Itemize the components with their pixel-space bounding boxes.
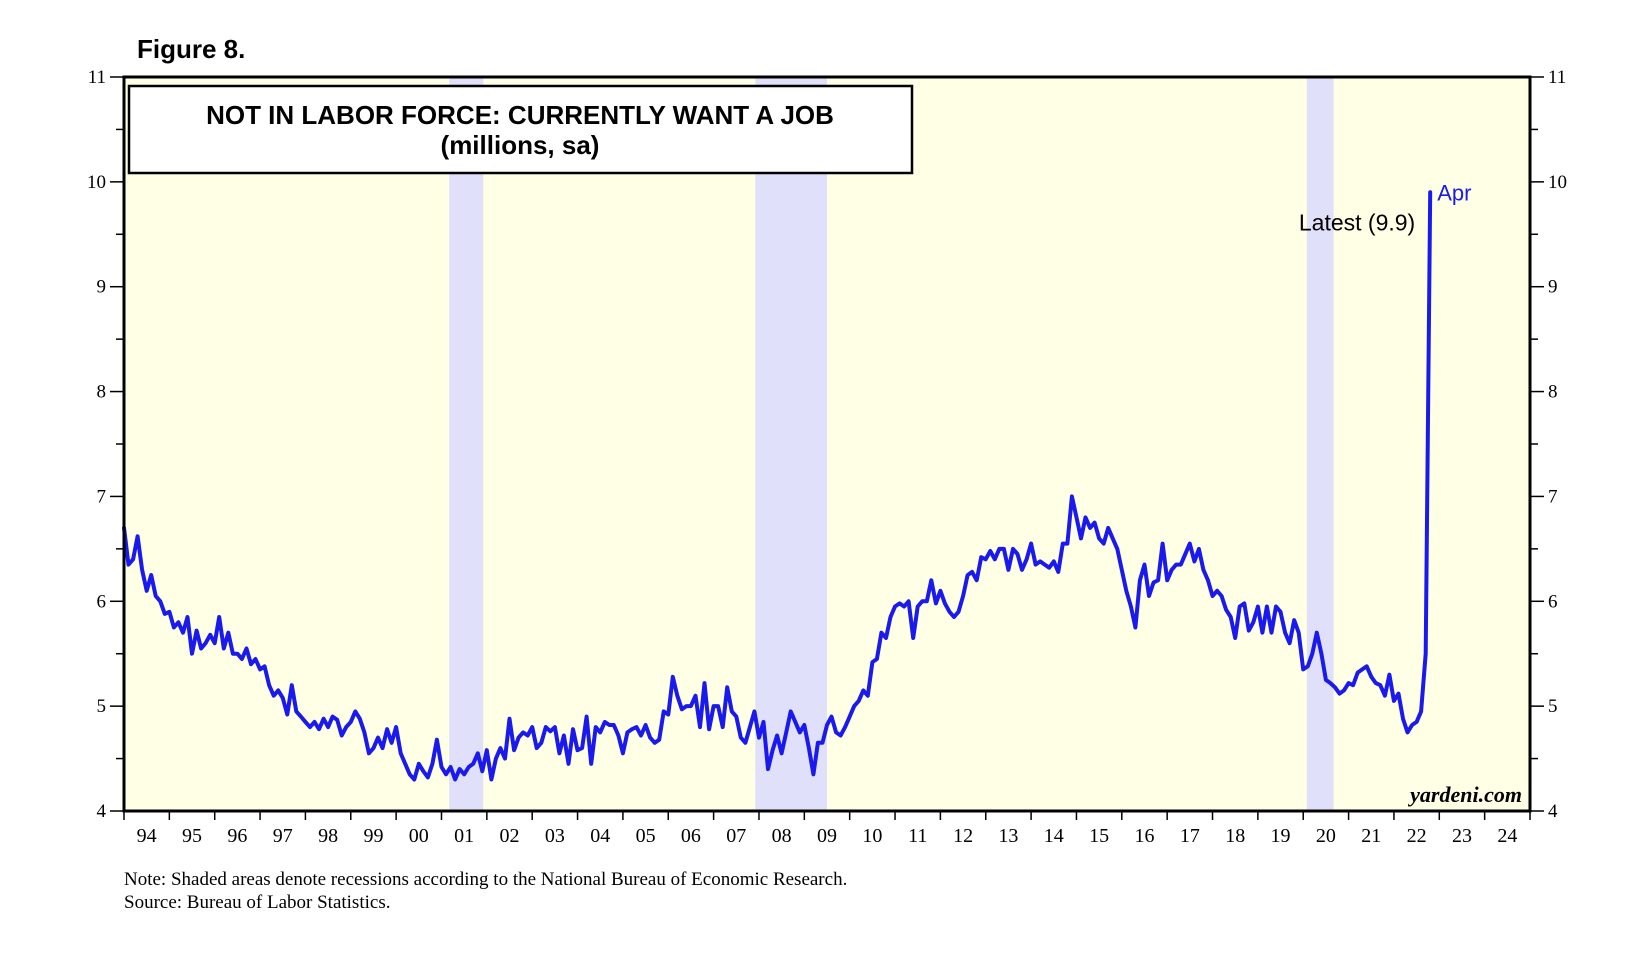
x-tick-label: 24: [1497, 825, 1517, 847]
y-tick-label-left: 9: [97, 277, 107, 298]
y-tick-label-left: 8: [97, 382, 107, 403]
x-tick-label: 04: [590, 825, 610, 847]
x-tick-label: 17: [1180, 825, 1200, 847]
y-tick-label-left: 10: [87, 172, 106, 193]
x-tick-label: 21: [1361, 825, 1381, 847]
x-tick-label: 99: [363, 825, 383, 847]
y-tick-label-right: 6: [1548, 591, 1558, 612]
notes-block: Note: Shaded areas denote recessions acc…: [124, 868, 847, 914]
note-text: Note: Shaded areas denote recessions acc…: [124, 869, 848, 890]
x-tick-label: 96: [227, 825, 247, 847]
x-tick-label: 13: [998, 825, 1018, 847]
series-layer: [122, 190, 1433, 782]
title-box-frame: [127, 84, 914, 175]
recession-band-2: [1306, 77, 1334, 811]
x-tick-label: 23: [1452, 825, 1472, 847]
y-tick-label-right: 8: [1548, 382, 1558, 403]
y-tick-label-right: 9: [1548, 277, 1558, 298]
y-tick-label-left: 4: [97, 801, 107, 822]
x-tick-label: 03: [545, 825, 565, 847]
title-box: NOT IN LABOR FORCE: CURRENTLY WANT A JOB…: [127, 84, 914, 175]
recession-band-0: [449, 77, 484, 811]
series-line-0: [122, 190, 1433, 782]
y-tick-label-left: 11: [88, 67, 106, 88]
x-tick-label: 15: [1089, 825, 1109, 847]
y-tick-label-left: 6: [97, 591, 107, 612]
x-tick-label: 02: [500, 825, 520, 847]
y-tick-label-right: 10: [1548, 172, 1567, 193]
watermark: yardeni.com: [1407, 782, 1522, 807]
y-tick-label-right: 5: [1548, 696, 1558, 717]
x-tick-label: 07: [726, 825, 746, 847]
x-tick-label: 08: [772, 825, 792, 847]
x-tick-label: 14: [1044, 825, 1064, 847]
recession-band-1: [755, 77, 827, 811]
chart-subtitle: (millions, sa): [441, 130, 600, 160]
x-tick-label: 18: [1225, 825, 1245, 847]
y-tick-label-left: 5: [97, 696, 107, 717]
x-tick-label: 10: [862, 825, 882, 847]
x-tick-label: 95: [182, 825, 202, 847]
figure-label: Figure 8.: [137, 34, 246, 64]
x-tick-label: 19: [1271, 825, 1291, 847]
x-tick-label: 97: [273, 825, 293, 847]
x-tick-label: 98: [318, 825, 338, 847]
plot-frame: [122, 75, 1532, 813]
x-tick-label: 05: [636, 825, 656, 847]
x-tick-label: 22: [1407, 825, 1427, 847]
x-tick-label: 94: [137, 825, 157, 847]
source-text: Source: Bureau of Labor Statistics.: [124, 892, 391, 913]
y-tick-label-right: 7: [1548, 486, 1558, 507]
recession-bands: [449, 77, 1334, 811]
x-tick-label: 12: [953, 825, 973, 847]
chart-title: NOT IN LABOR FORCE: CURRENTLY WANT A JOB: [206, 100, 834, 130]
y-tick-label-left: 7: [97, 486, 107, 507]
x-tick-label: 06: [681, 825, 701, 847]
apr-annotation: Apr: [1437, 180, 1471, 205]
x-tick-label: 11: [908, 825, 927, 847]
x-tick-label: 09: [817, 825, 837, 847]
latest-annotation: Latest (9.9): [1299, 209, 1415, 235]
x-tick-label: 20: [1316, 825, 1336, 847]
y-tick-label-right: 11: [1548, 67, 1566, 88]
x-tick-label: 01: [454, 825, 474, 847]
x-tick-label: 16: [1134, 825, 1154, 847]
y-tick-label-right: 4: [1548, 801, 1558, 822]
x-tick-label: 00: [409, 825, 429, 847]
